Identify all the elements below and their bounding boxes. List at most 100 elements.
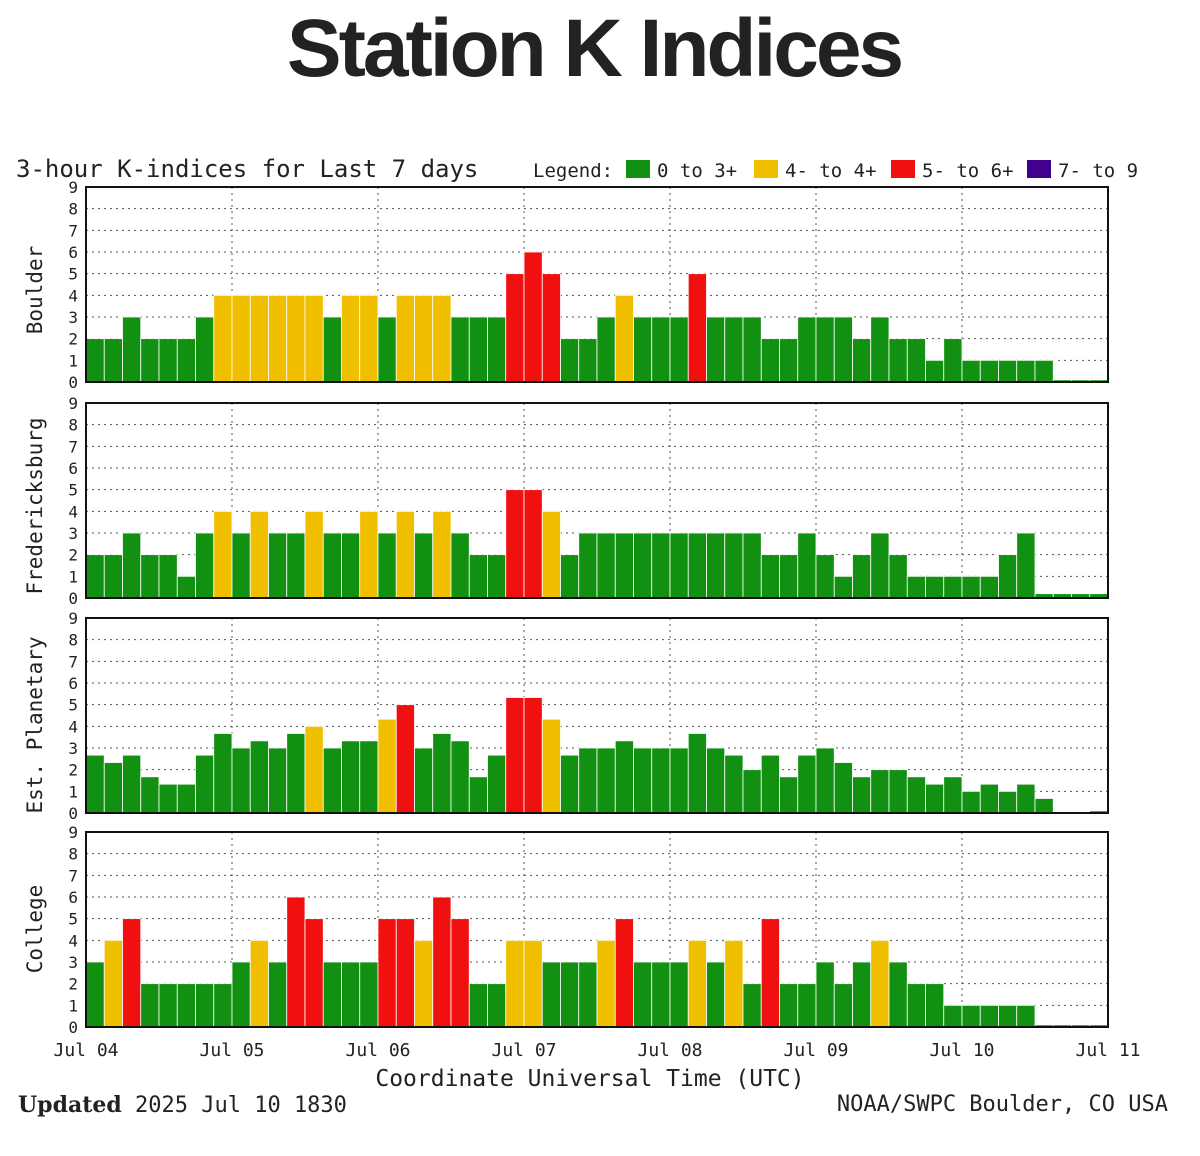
k-index-bar (833, 316, 853, 383)
k-index-bar (998, 1004, 1018, 1028)
k-index-bar (1016, 783, 1036, 814)
k-index-bar (651, 961, 671, 1028)
k-index-bar (906, 575, 926, 599)
k-index-bar (633, 961, 653, 1028)
y-tick-label: 0 (68, 373, 78, 392)
k-index-bar (797, 983, 817, 1028)
y-tick-label: 5 (68, 481, 78, 500)
k-index-bar (706, 316, 726, 383)
y-tick-label: 4 (68, 502, 78, 521)
k-index-bar (523, 251, 543, 383)
y-tick-label: 5 (68, 696, 78, 715)
k-index-bar (158, 783, 178, 814)
legend-swatch (626, 160, 650, 178)
k-index-bar (614, 740, 634, 814)
k-index-bar (322, 747, 342, 814)
y-tick-label: 8 (68, 631, 78, 650)
k-index-bar (724, 754, 744, 814)
y-tick-label: 8 (68, 845, 78, 864)
k-index-bar (633, 532, 653, 599)
y-tick-label: 1 (68, 782, 78, 801)
k-index-bar (669, 532, 689, 599)
k-index-bar (742, 532, 762, 599)
y-tick-label: 2 (68, 975, 78, 994)
k-index-bar (450, 918, 470, 1028)
k-index-bar (122, 316, 142, 383)
k-index-bar (432, 510, 452, 599)
k-index-bar (943, 575, 963, 599)
k-index-bar (195, 532, 215, 599)
k-index-bar (414, 747, 434, 814)
k-index-bar (596, 939, 616, 1028)
k-index-bar (797, 316, 817, 383)
y-tick-label: 6 (68, 459, 78, 478)
k-index-bar (669, 316, 689, 383)
k-index-bar (651, 532, 671, 599)
y-tick-label: 3 (68, 953, 78, 972)
k-index-bar (760, 754, 780, 814)
k-index-bar (176, 338, 196, 383)
k-index-bar (906, 776, 926, 814)
k-index-bar (377, 316, 397, 383)
k-index-bar (213, 733, 233, 814)
k-index-bar (505, 273, 525, 383)
legend-title: Legend: (533, 160, 613, 182)
k-index-bar (560, 338, 580, 383)
k-index-bar (541, 510, 561, 599)
k-index-bar (961, 575, 981, 599)
x-tick-label: Jul 07 (491, 1040, 556, 1061)
updated-label: Updated (18, 1092, 122, 1118)
k-index-bar (487, 554, 507, 599)
y-tick-label: 1 (68, 567, 78, 586)
k-index-bar (906, 983, 926, 1028)
y-tick-label: 1 (68, 996, 78, 1015)
k-index-bar (505, 489, 525, 599)
legend-label: 7- to 9 (1058, 160, 1138, 182)
k-index-bar (523, 489, 543, 599)
k-index-bar (122, 754, 142, 814)
k-index-bar (815, 747, 835, 814)
x-tick-label: Jul 04 (53, 1040, 118, 1061)
k-index-bar (870, 532, 890, 599)
k-index-bar (870, 939, 890, 1028)
k-index-bar (979, 783, 999, 814)
y-tick-label: 9 (68, 823, 78, 842)
k-index-bar (906, 338, 926, 383)
k-index-bar (852, 338, 872, 383)
k-index-bar (85, 554, 105, 599)
k-index-bar (687, 733, 707, 814)
k-index-bar (249, 740, 269, 814)
k-index-bar (1034, 798, 1054, 814)
k-index-bar (176, 783, 196, 814)
k-index-bar (85, 338, 105, 383)
k-index-bar (377, 532, 397, 599)
y-tick-label: 2 (68, 330, 78, 349)
k-index-bar (560, 554, 580, 599)
legend-label: 4- to 4+ (785, 160, 877, 182)
k-index-bar (961, 359, 981, 383)
k-index-bar (487, 316, 507, 383)
k-index-bar (176, 575, 196, 599)
k-index-bar (815, 316, 835, 383)
station-label: Boulder (23, 246, 47, 335)
k-index-bar (961, 1004, 981, 1028)
legend-label: 5- to 6+ (922, 160, 1014, 182)
k-index-bar (943, 776, 963, 814)
k-index-bar (103, 762, 123, 814)
k-index-bar (779, 983, 799, 1028)
k-index-bar (487, 983, 507, 1028)
k-index-bar (541, 961, 561, 1028)
panel-frame (85, 831, 1109, 1028)
y-tick-label: 9 (68, 394, 78, 413)
k-index-bar (797, 532, 817, 599)
k-index-bar (651, 316, 671, 383)
k-index-bar (760, 338, 780, 383)
k-index-bar (140, 983, 160, 1028)
k-index-bar (523, 939, 543, 1028)
x-axis-label: Coordinate Universal Time (UTC) (375, 1066, 804, 1092)
k-index-bar (341, 740, 361, 814)
k-index-bar (359, 961, 379, 1028)
k-index-bar (286, 532, 306, 599)
k-index-bar (614, 532, 634, 599)
